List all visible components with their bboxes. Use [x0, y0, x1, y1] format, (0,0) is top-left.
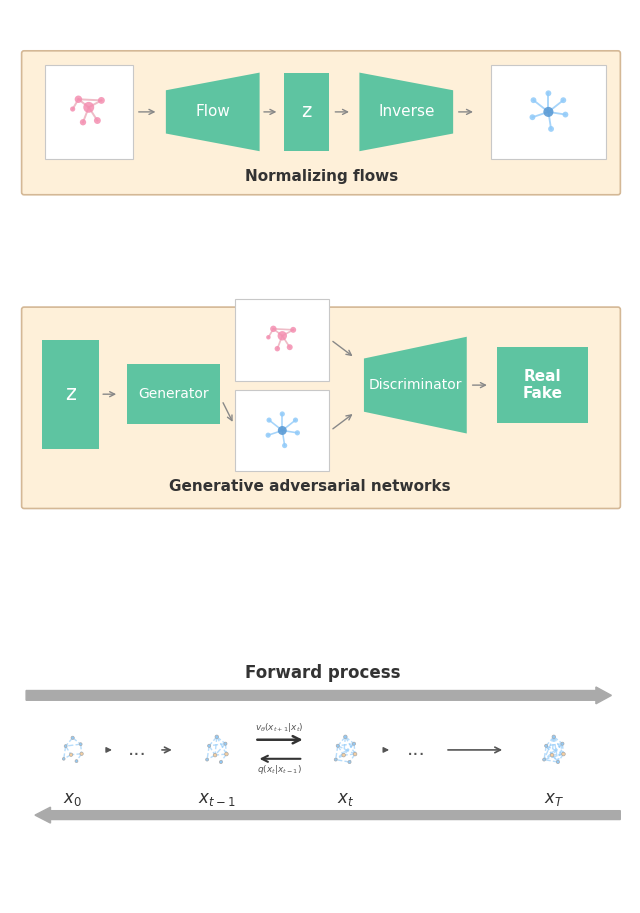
Circle shape [266, 335, 271, 340]
Text: $q(x_t|x_{t-1})$: $q(x_t|x_{t-1})$ [257, 763, 302, 776]
Circle shape [336, 744, 339, 748]
Circle shape [295, 430, 300, 436]
Circle shape [79, 743, 82, 746]
Polygon shape [166, 73, 260, 152]
Text: Real
Fake: Real Fake [522, 369, 563, 402]
Circle shape [550, 753, 554, 757]
Circle shape [83, 102, 94, 113]
Text: $x_t$: $x_t$ [337, 790, 354, 808]
Text: $x_{t-1}$: $x_{t-1}$ [198, 790, 236, 808]
Circle shape [62, 758, 65, 761]
Circle shape [205, 758, 209, 761]
Circle shape [545, 744, 548, 748]
Circle shape [290, 327, 296, 333]
Circle shape [69, 753, 73, 756]
Circle shape [531, 98, 536, 103]
FancyBboxPatch shape [22, 51, 620, 194]
Circle shape [94, 117, 101, 124]
Bar [127, 364, 220, 425]
Circle shape [270, 326, 276, 332]
Circle shape [278, 426, 287, 435]
Circle shape [545, 90, 551, 96]
Circle shape [225, 752, 228, 756]
Bar [45, 65, 132, 159]
Text: ...: ... [127, 740, 147, 760]
Text: z: z [65, 384, 76, 404]
Circle shape [71, 736, 74, 740]
Circle shape [224, 742, 227, 745]
Circle shape [529, 114, 536, 121]
Circle shape [207, 744, 211, 748]
Circle shape [342, 753, 346, 757]
Text: Generator: Generator [138, 387, 209, 401]
Text: Forward process: Forward process [246, 665, 401, 682]
Text: Generative adversarial networks: Generative adversarial networks [169, 478, 451, 494]
Circle shape [561, 742, 564, 745]
Circle shape [80, 119, 86, 125]
Circle shape [353, 742, 356, 745]
Bar [497, 347, 588, 423]
Text: Inverse: Inverse [378, 104, 435, 120]
Text: z: z [301, 102, 312, 121]
Circle shape [552, 735, 556, 739]
Text: $v_\theta(x_{t+1}|x_t)$: $v_\theta(x_{t+1}|x_t)$ [255, 721, 304, 734]
Circle shape [80, 752, 83, 755]
Circle shape [220, 761, 223, 763]
Circle shape [348, 761, 351, 763]
Circle shape [334, 758, 337, 761]
Circle shape [287, 344, 292, 351]
Circle shape [344, 735, 347, 739]
Text: Normalizing flows: Normalizing flows [245, 169, 398, 184]
Text: ...: ... [407, 740, 426, 760]
Circle shape [563, 111, 568, 118]
Circle shape [266, 417, 271, 423]
Circle shape [556, 761, 559, 763]
Text: Discriminator: Discriminator [369, 378, 462, 392]
Circle shape [75, 760, 78, 762]
Circle shape [293, 417, 298, 423]
FancyBboxPatch shape [22, 307, 620, 509]
Circle shape [562, 752, 565, 756]
Polygon shape [360, 73, 453, 152]
Circle shape [543, 758, 545, 761]
Circle shape [548, 126, 554, 131]
Text: Flow: Flow [195, 104, 230, 120]
Circle shape [70, 107, 76, 111]
Circle shape [543, 107, 554, 117]
Polygon shape [364, 337, 467, 434]
Bar [236, 390, 329, 471]
Circle shape [75, 96, 82, 103]
Bar [491, 65, 606, 159]
Circle shape [275, 346, 280, 352]
Bar [236, 299, 329, 381]
Circle shape [280, 412, 285, 416]
Text: $x_0$: $x_0$ [63, 790, 82, 808]
Circle shape [213, 753, 217, 757]
Text: $x_T$: $x_T$ [544, 790, 564, 808]
Circle shape [561, 98, 566, 103]
Bar [42, 340, 99, 448]
Circle shape [282, 443, 287, 448]
Bar [284, 73, 329, 152]
Circle shape [278, 331, 287, 341]
Circle shape [64, 745, 67, 748]
Circle shape [353, 752, 357, 756]
Circle shape [215, 735, 218, 739]
FancyArrow shape [26, 687, 611, 704]
Circle shape [98, 97, 105, 104]
Circle shape [266, 433, 271, 438]
FancyArrow shape [35, 807, 620, 824]
